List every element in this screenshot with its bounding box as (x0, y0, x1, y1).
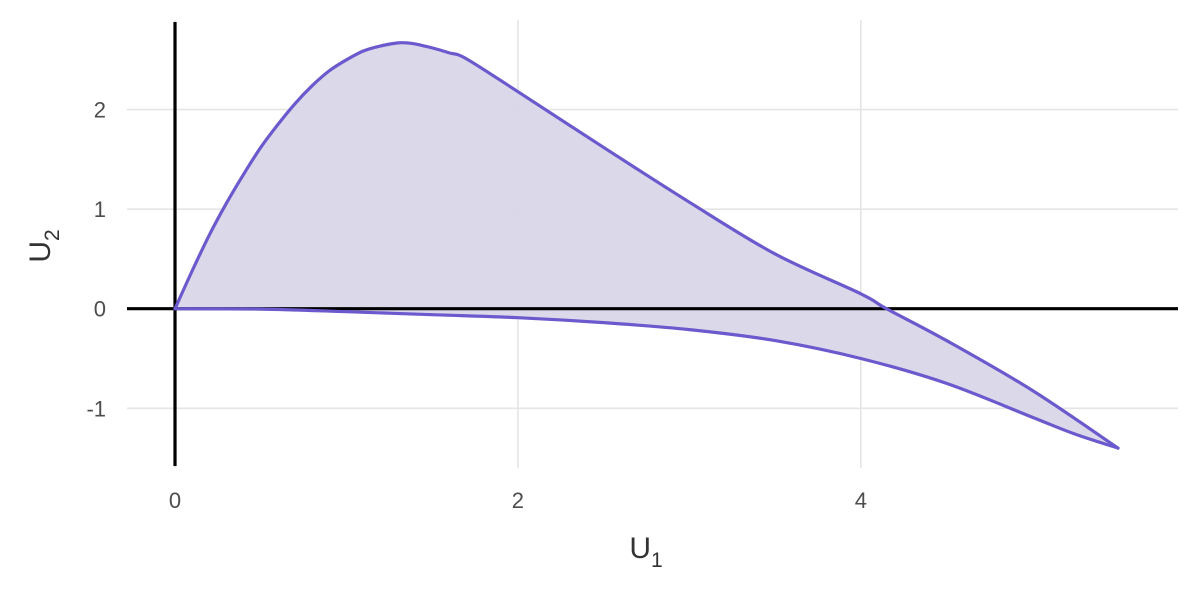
y-tick-label: 1 (94, 197, 106, 222)
x-axis-title: U1 (629, 532, 662, 572)
y-tick-label: 2 (94, 98, 106, 123)
x-axis-title-base: U (629, 532, 651, 565)
y-axis-title: U2 (24, 229, 64, 262)
y-axis-title-base: U (24, 241, 57, 263)
y-axis-title-subscript: 2 (41, 229, 64, 241)
x-tick-label: 0 (169, 488, 181, 513)
y-tick-label: -1 (86, 396, 106, 421)
upper-boundary-line (173, 41, 1120, 450)
feasible-region-area (175, 42, 1118, 449)
tick-labels: 0 2 4 -1 0 1 2 (86, 98, 867, 513)
x-tick-label: 4 (855, 488, 867, 513)
lower-boundary-line (173, 307, 1120, 450)
y-tick-label: 0 (94, 297, 106, 322)
x-tick-label: 2 (512, 488, 524, 513)
x-axis-title-subscript: 1 (651, 549, 663, 572)
